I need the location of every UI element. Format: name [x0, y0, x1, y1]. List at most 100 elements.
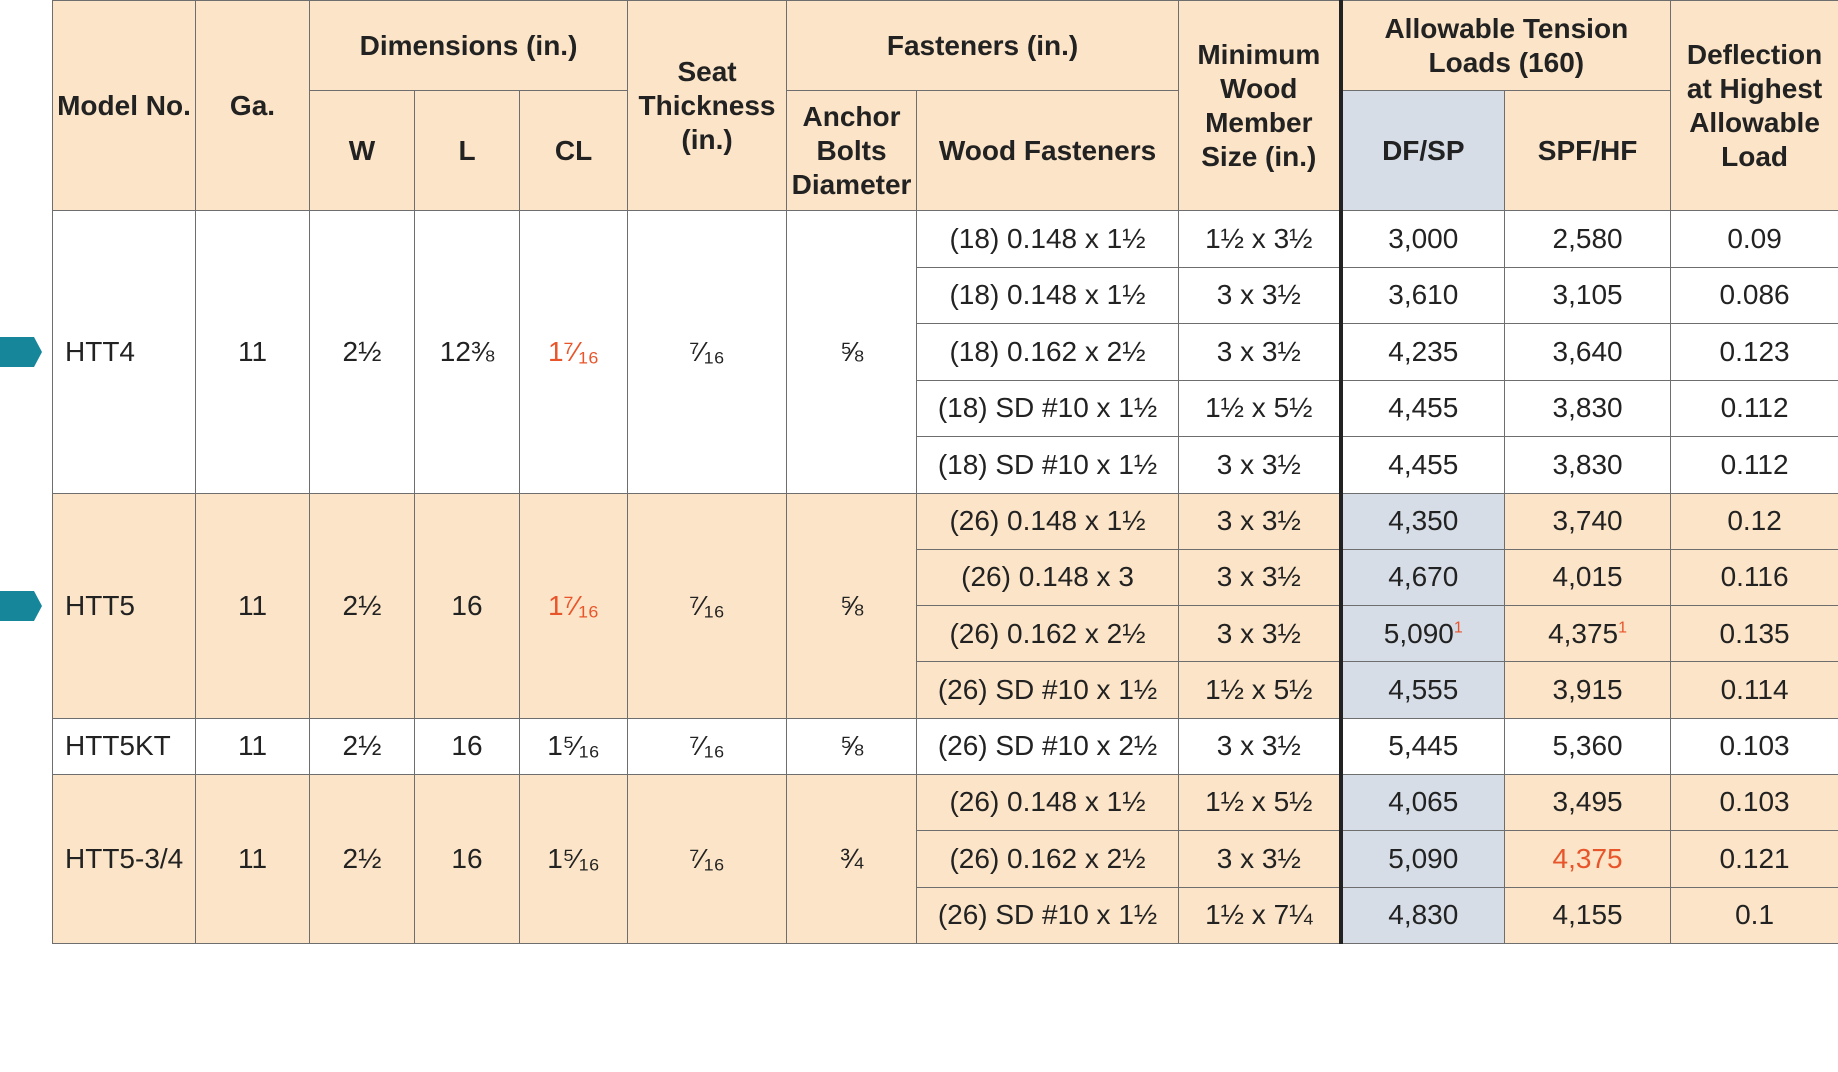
wood-fasteners-cell: (26) 0.162 x 2½ [916, 830, 1180, 888]
min-wood-member-cell-text: 3 x 3½ [1216, 335, 1301, 367]
min-wood-member-cell: 3 x 3½ [1178, 605, 1342, 663]
cl-cell-text: 1⁷⁄₁₆ [547, 589, 600, 621]
table-row: HTT5-3/4 11 2½ 16 1⁵⁄₁₆ ⁷⁄₁₆ ¾ (26) 0.148 x 1½ 1… [52, 773, 1838, 945]
row-marker-icon [0, 336, 42, 367]
seat-thickness-cell: ⁷⁄₁₆ [627, 210, 788, 494]
header-dimensions: Dimensions (in.) [308, 0, 629, 91]
wood-fasteners-cell: (26) SD #10 x 1½ [916, 886, 1180, 945]
deflection-cell: 0.112 [1670, 379, 1838, 437]
wood-fasteners-cell: (26) 0.148 x 3 [916, 548, 1180, 607]
deflection-cell: 0.135 [1670, 605, 1838, 663]
l-cell: 16 [414, 773, 520, 945]
deflection-cell-text: 0.135 [1719, 617, 1790, 649]
deflection-cell: 0.086 [1670, 266, 1838, 324]
spfhf-cell: 3,640 [1504, 323, 1672, 381]
wood-fasteners-cell: (18) SD #10 x 1½ [916, 379, 1180, 437]
dfsp-cell: 4,670 [1338, 548, 1506, 607]
deflection-cell: 0.103 [1670, 717, 1838, 775]
w-cell: 2½ [309, 717, 415, 775]
w-cell: 2½ [309, 210, 415, 494]
anchor-bolt-cell: ⅝ [786, 492, 918, 719]
deflection-cell-text: 0.121 [1719, 842, 1790, 874]
deflection-cell: 0.12 [1670, 492, 1838, 550]
cl-cell: 1⁷⁄₁₆ [518, 492, 629, 719]
ga-cell: 11 [195, 717, 310, 775]
ga-cell: 11 [195, 492, 310, 719]
wood-fasteners-cell-text: (26) SD #10 x 1½ [937, 674, 1158, 706]
spfhf-cell: 3,915 [1504, 661, 1672, 719]
deflection-cell-text: 0.114 [1720, 674, 1789, 706]
w-cell: 2½ [309, 492, 415, 719]
spfhf-cell-text: 4,155 [1552, 899, 1623, 931]
deflection-cell-text: 0.116 [1720, 561, 1789, 593]
wood-fasteners-cell-text: (18) 0.148 x 1½ [949, 222, 1146, 254]
cl-cell: 1⁵⁄₁₆ [518, 717, 629, 775]
min-wood-member-cell: 3 x 3½ [1178, 266, 1342, 324]
spfhf-cell-text: 3,495 [1552, 786, 1623, 818]
deflection-cell: 0.09 [1670, 210, 1838, 268]
cl-cell-text: 1⁵⁄₁₆ [547, 842, 600, 874]
dfsp-cell-text: 3,610 [1388, 279, 1459, 311]
spfhf-cell: 5,360 [1504, 717, 1672, 775]
dfsp-cell-footnote: 1 [1453, 619, 1463, 637]
spfhf-cell: 4,015 [1504, 548, 1672, 607]
spfhf-cell-text: 4,015 [1552, 561, 1623, 593]
anchor-bolt-cell-text: ⅝ [839, 589, 864, 621]
model-no-cell: HTT5KT [52, 717, 196, 775]
dfsp-cell: 4,455 [1338, 379, 1506, 437]
spfhf-cell: 4,375 [1504, 830, 1672, 888]
wood-fasteners-cell-text: (26) 0.162 x 2½ [949, 842, 1146, 874]
spfhf-cell: 4,3751 [1504, 605, 1672, 663]
deflection-cell-text: 0.103 [1719, 786, 1790, 818]
min-wood-member-cell-text: 3 x 3½ [1216, 279, 1301, 311]
header-wood-fasteners: Wood Fasteners [916, 90, 1180, 211]
wood-fasteners-cell-text: (26) SD #10 x 2½ [937, 730, 1158, 762]
deflection-cell-text: 0.123 [1719, 335, 1790, 367]
wood-fasteners-cell: (26) 0.148 x 1½ [916, 773, 1180, 832]
cl-cell-text: 1⁷⁄₁₆ [547, 335, 600, 367]
seat-thickness-cell-text: ⁷⁄₁₆ [689, 589, 725, 621]
wood-fasteners-cell-text: (26) 0.162 x 2½ [949, 617, 1146, 649]
spfhf-cell-text: 3,830 [1552, 392, 1623, 424]
table-row: (18) 0.162 x 2½ 3 x 3½ 4,235 3,640 0.123 [53, 323, 1838, 381]
wood-fasteners-cell: (26) 0.148 x 1½ [916, 492, 1180, 550]
model-no-cell: HTT5 [52, 492, 196, 719]
table-row: (26) 0.162 x 2½ 3 x 3½ 5,0901 4,3751 0.135 [53, 605, 1838, 663]
dfsp-cell: 3,610 [1338, 266, 1506, 324]
l-cell-text: 16 [451, 842, 483, 874]
seat-thickness-cell: ⁷⁄₁₆ [627, 492, 788, 719]
min-wood-member-cell: 3 x 3½ [1178, 830, 1342, 888]
table-row: (18) SD #10 x 1½ 3 x 3½ 4,455 3,830 0.112 [53, 436, 1838, 494]
deflection-cell: 0.112 [1670, 436, 1838, 494]
dfsp-cell-text: 5,090 [1388, 842, 1459, 874]
anchor-bolt-cell-text: ¾ [839, 842, 864, 874]
min-wood-member-cell-text: 1½ x 5½ [1205, 674, 1313, 706]
spfhf-cell-text: 4,375 [1552, 842, 1623, 874]
l-cell-text: 16 [451, 730, 483, 762]
spfhf-cell: 3,740 [1504, 492, 1672, 550]
wood-fasteners-cell: (18) SD #10 x 1½ [916, 436, 1180, 494]
dfsp-cell: 4,065 [1338, 773, 1506, 832]
dfsp-cell-text: 5,445 [1388, 730, 1459, 762]
dfsp-cell-text: 4,455 [1388, 392, 1459, 424]
dfsp-cell: 5,445 [1338, 717, 1506, 775]
deflection-cell: 0.121 [1670, 830, 1838, 888]
deflection-cell-text: 0.112 [1720, 392, 1789, 424]
seat-thickness-cell-text: ⁷⁄₁₆ [689, 335, 725, 367]
wood-fasteners-cell-text: (18) SD #10 x 1½ [937, 448, 1158, 480]
min-wood-member-cell: 1½ x 5½ [1178, 773, 1342, 832]
model-no-cell-text: HTT5KT [65, 730, 171, 762]
model-no-cell-text: HTT5-3/4 [65, 842, 184, 874]
min-wood-member-cell: 3 x 3½ [1178, 717, 1342, 775]
min-wood-member-cell: 1½ x 5½ [1178, 379, 1342, 437]
anchor-bolt-cell: ⅝ [786, 717, 918, 775]
min-wood-member-cell-text: 3 x 3½ [1216, 730, 1301, 762]
anchor-bolt-cell-text: ⅝ [839, 335, 864, 367]
spfhf-cell: 3,830 [1504, 379, 1672, 437]
deflection-cell: 0.103 [1670, 773, 1838, 832]
dfsp-cell: 4,555 [1338, 661, 1506, 719]
w-cell-text: 2½ [342, 589, 382, 621]
min-wood-member-cell-text: 3 x 3½ [1216, 617, 1301, 649]
dfsp-cell: 4,350 [1338, 492, 1506, 550]
header-seat-thickness: Seat Thickness (in.) [627, 0, 788, 211]
